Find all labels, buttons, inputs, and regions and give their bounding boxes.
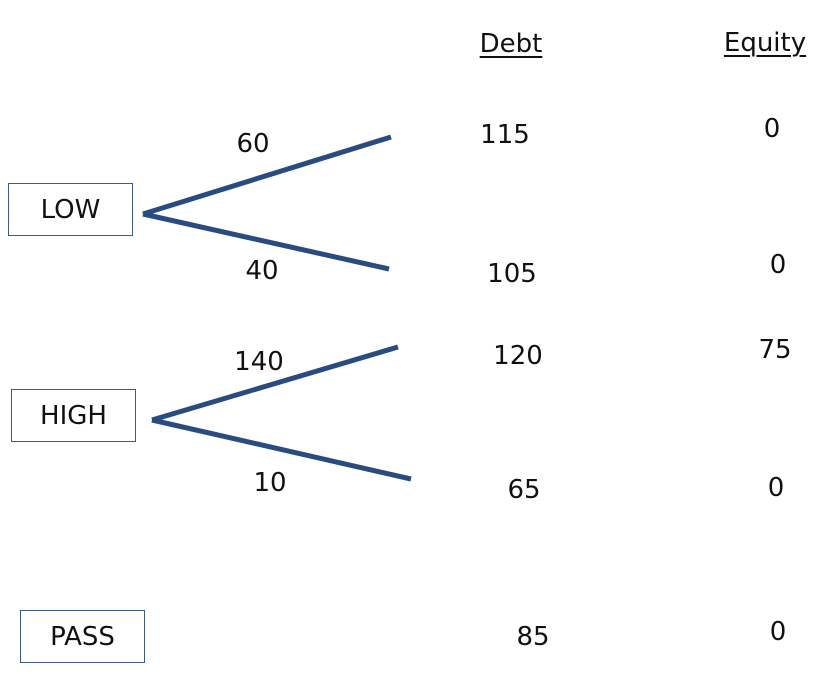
equity-value-low-lower: 0: [769, 250, 787, 280]
option-box-high: HIGH: [11, 389, 136, 442]
debt-value-high-lower: 65: [507, 475, 541, 505]
branch-line-high-lower: [151, 417, 412, 482]
branch-value-high-upper: 140: [234, 347, 284, 377]
equity-value-high-lower: 0: [767, 473, 785, 503]
equity-value-pass: 0: [769, 617, 787, 647]
option-box-low: LOW: [8, 183, 133, 236]
equity-value-low-upper: 0: [763, 114, 781, 144]
option-box-pass: PASS: [20, 610, 145, 663]
equity-column-header: Equity: [723, 28, 807, 58]
debt-value-low-upper: 115: [480, 120, 530, 150]
branch-line-low-lower: [142, 211, 390, 272]
branch-line-high-upper: [151, 344, 399, 423]
debt-value-pass: 85: [516, 622, 550, 652]
option-label-low: LOW: [40, 194, 101, 225]
branch-line-low-upper: [142, 134, 392, 217]
debt-value-low-lower: 105: [487, 259, 537, 289]
branch-value-low-upper: 60: [236, 129, 270, 159]
branch-value-low-lower: 40: [245, 256, 279, 286]
option-label-pass: PASS: [50, 621, 115, 652]
branch-value-high-lower: 10: [253, 468, 287, 498]
equity-value-high-upper: 75: [758, 335, 792, 365]
option-label-high: HIGH: [40, 400, 107, 431]
debt-value-high-upper: 120: [493, 341, 543, 371]
debt-column-header: Debt: [479, 29, 543, 59]
